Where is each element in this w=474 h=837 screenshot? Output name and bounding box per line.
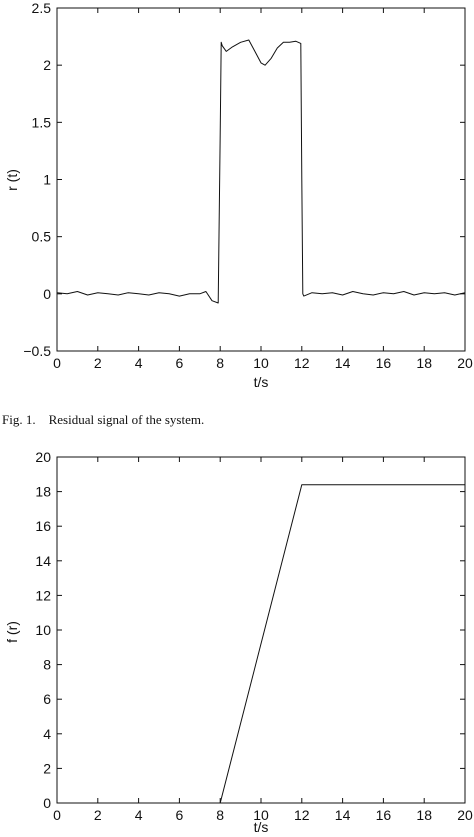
y-tick-label: 6 bbox=[43, 691, 51, 707]
y-axis-label: r (t) bbox=[4, 169, 20, 191]
x-tick-label: 20 bbox=[457, 807, 473, 823]
y-tick-label: 12 bbox=[35, 587, 51, 603]
y-tick-label: 16 bbox=[35, 518, 51, 534]
figure-caption: Fig. 1. Residual signal of the system. bbox=[2, 412, 204, 427]
x-tick-label: 18 bbox=[416, 807, 432, 823]
x-tick-label: 2 bbox=[94, 807, 102, 823]
plot-frame bbox=[56, 456, 466, 804]
x-tick-label: 14 bbox=[335, 355, 351, 371]
x-tick-label: 6 bbox=[176, 355, 184, 371]
y-tick-label: 20 bbox=[35, 449, 51, 465]
x-tick-label: 12 bbox=[294, 807, 310, 823]
series-line bbox=[219, 484, 465, 804]
y-tick-label: 1.5 bbox=[32, 114, 52, 130]
plot-frame bbox=[56, 7, 466, 352]
y-tick-label: 1 bbox=[43, 172, 51, 188]
y-tick-label: 4 bbox=[43, 726, 51, 742]
x-tick-label: 4 bbox=[135, 807, 143, 823]
x-tick-label: 6 bbox=[176, 807, 184, 823]
x-tick-label: 8 bbox=[216, 807, 224, 823]
x-tick-label: 20 bbox=[457, 355, 473, 371]
x-tick-label: 12 bbox=[294, 355, 310, 371]
y-tick-label: 8 bbox=[43, 657, 51, 673]
y-tick-label: 14 bbox=[35, 553, 51, 569]
x-tick-label: 18 bbox=[416, 355, 432, 371]
y-tick-label: 2 bbox=[43, 760, 51, 776]
y-axis-label: f (r) bbox=[4, 621, 20, 643]
y-tick-label: 2 bbox=[43, 57, 51, 73]
y-tick-label: 0 bbox=[43, 795, 51, 811]
y-tick-label: 0 bbox=[43, 286, 51, 302]
x-tick-label: 0 bbox=[53, 807, 61, 823]
y-tick-label: −0.5 bbox=[23, 343, 51, 359]
x-tick-label: 4 bbox=[135, 355, 143, 371]
y-tick-label: 10 bbox=[35, 622, 51, 638]
x-tick-label: 2 bbox=[94, 355, 102, 371]
x-tick-label: 16 bbox=[376, 807, 392, 823]
y-tick-label: 2.5 bbox=[32, 0, 52, 16]
residual-chart: 0 2 4 6 8 10 12 14 16 18 20−0.500.511.522.5 r (t) … bbox=[4, 0, 473, 390]
x-tick-label: 14 bbox=[335, 807, 351, 823]
x-axis-label: t/s bbox=[254, 374, 269, 390]
x-tick-label: 10 bbox=[253, 807, 269, 823]
x-tick-label: 0 bbox=[53, 355, 61, 371]
x-tick-label: 16 bbox=[376, 355, 392, 371]
y-tick-label: 0.5 bbox=[32, 229, 52, 245]
series-line bbox=[56, 39, 466, 304]
function-chart: 0 2 4 6 8 10 12 14 16 18 20 0 2 4 6 8 10 12 14 16 18 20 f (r)… bbox=[4, 449, 473, 835]
y-tick-label: 18 bbox=[35, 484, 51, 500]
x-tick-label: 10 bbox=[253, 355, 269, 371]
x-tick-label: 8 bbox=[216, 355, 224, 371]
x-axis-label: t/s bbox=[254, 819, 269, 835]
